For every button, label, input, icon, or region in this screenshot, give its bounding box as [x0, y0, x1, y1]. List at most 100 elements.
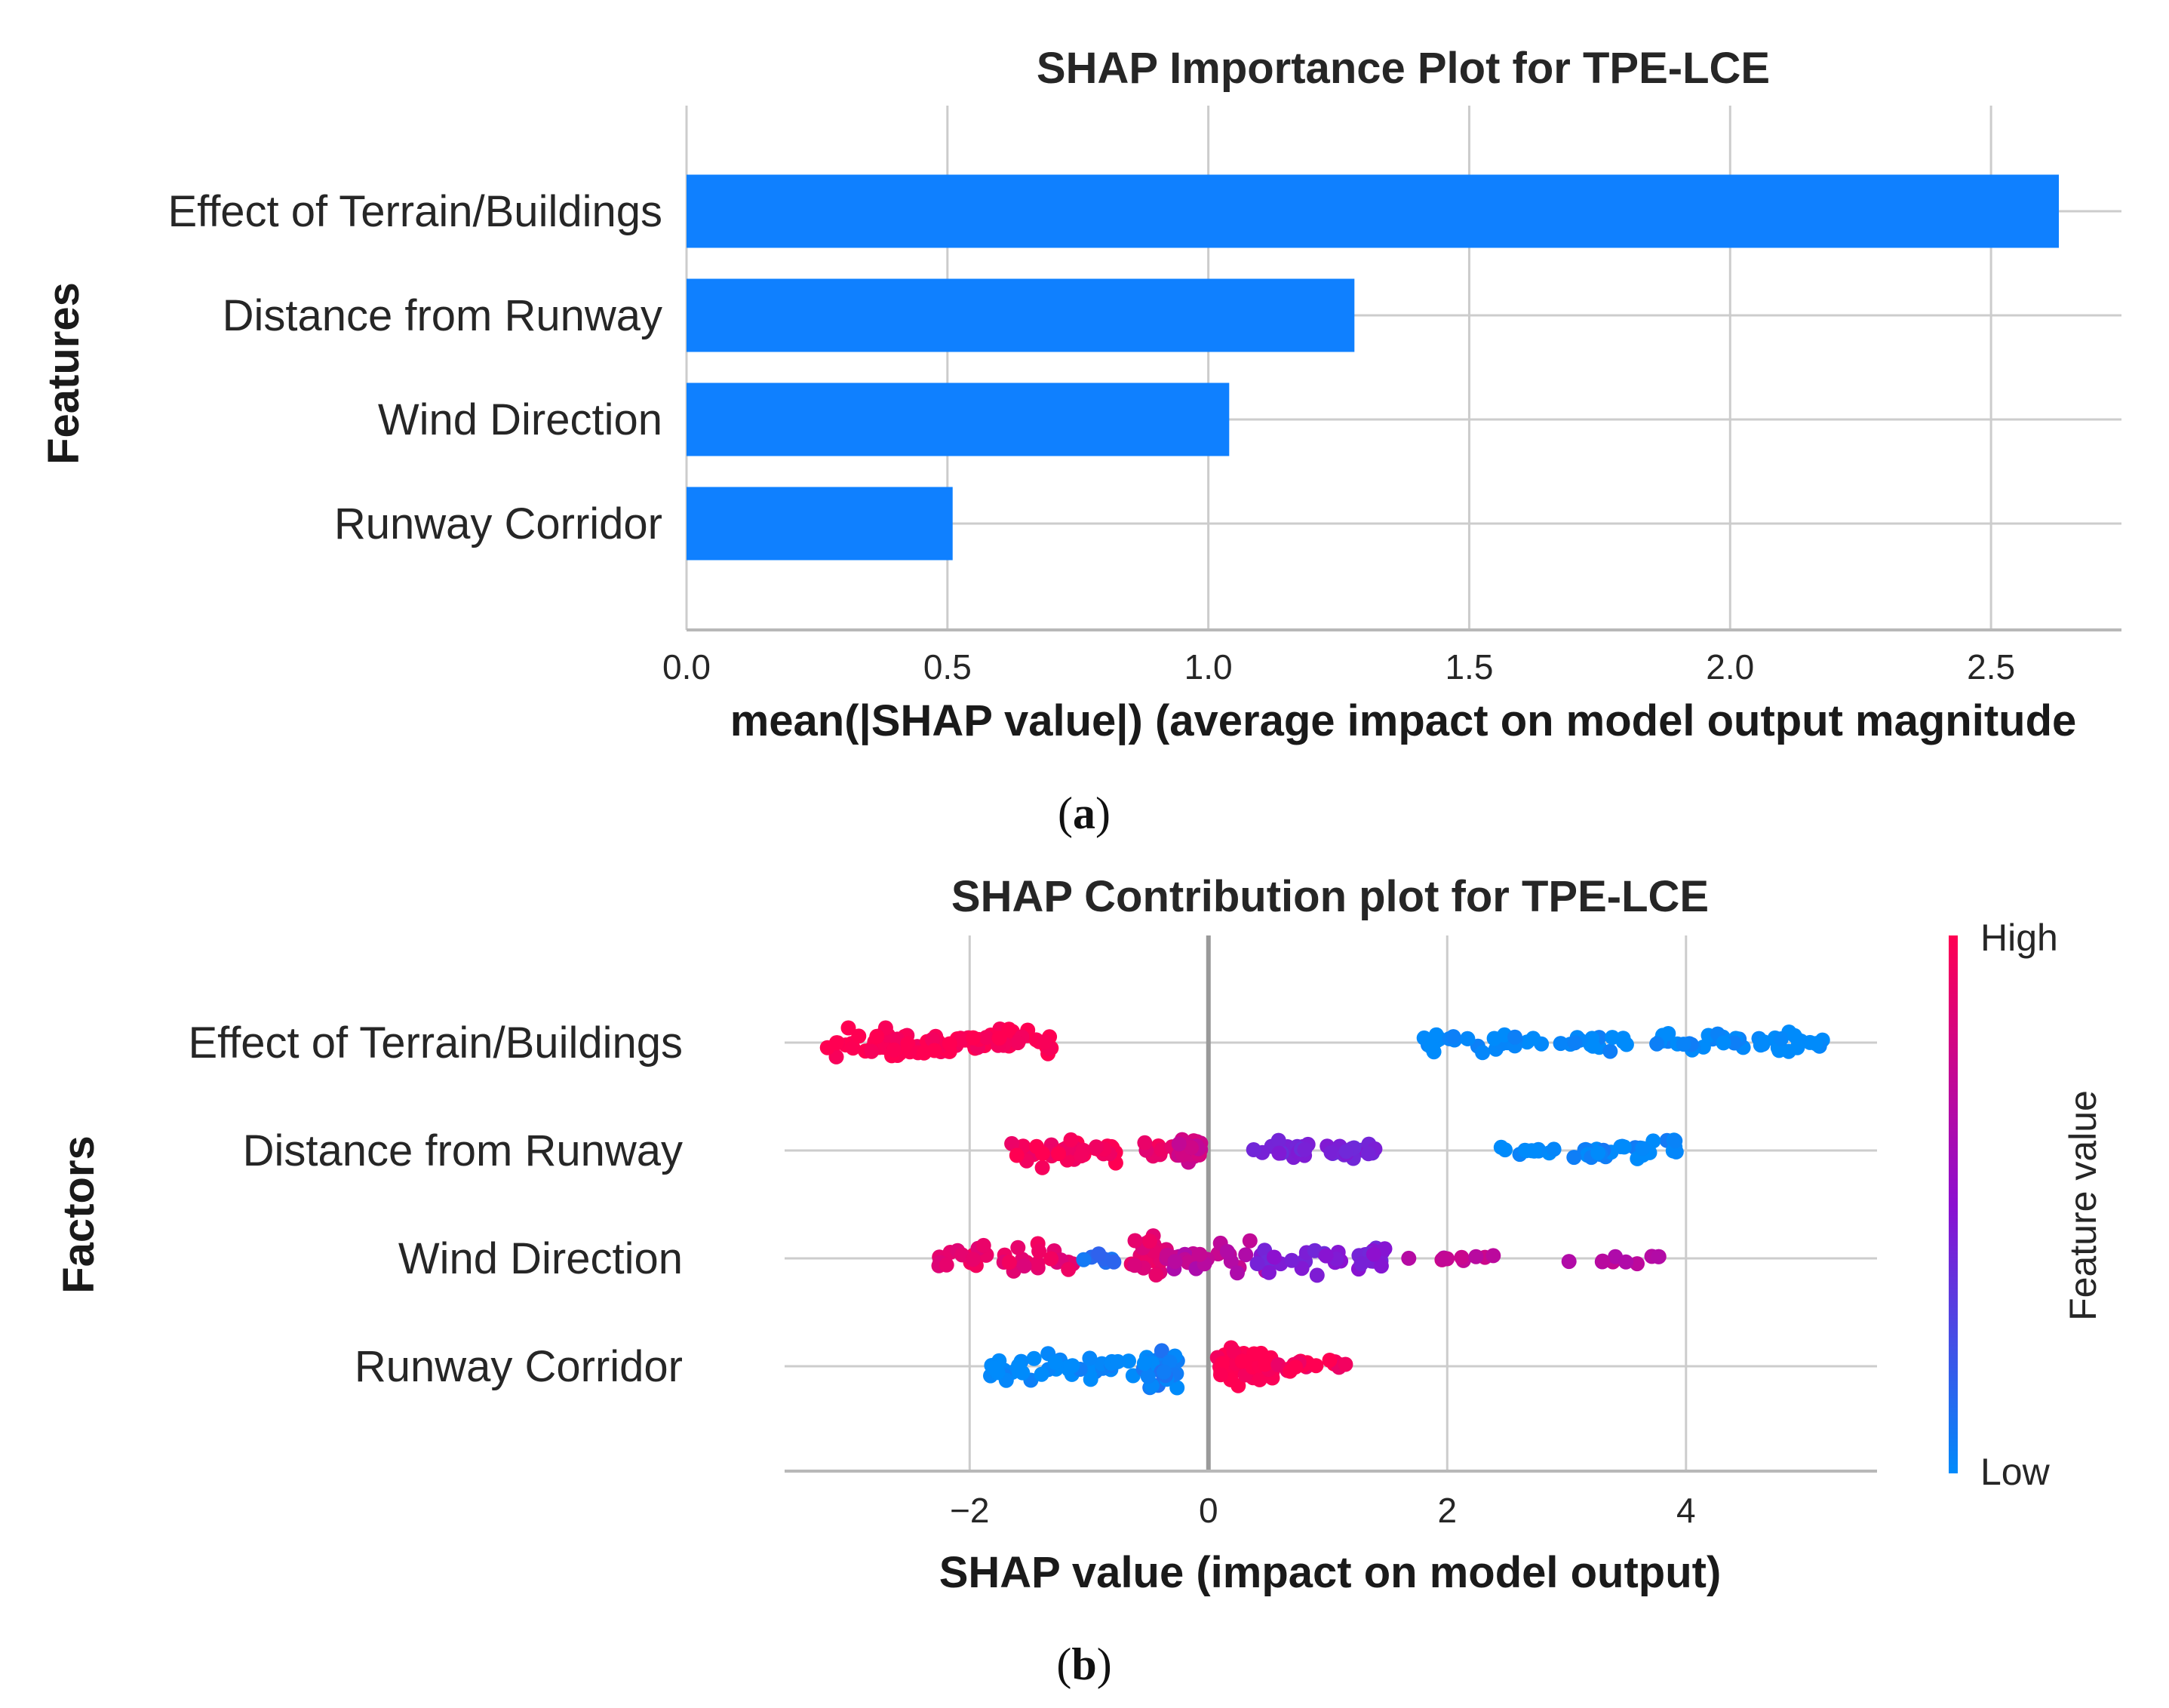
shap-point [1616, 1139, 1632, 1155]
shap-point [1213, 1367, 1228, 1383]
importance-tick-1: 0.5 [923, 647, 972, 687]
importance-category-wind-direction: Wind Direction [378, 395, 662, 444]
contribution-y-axis-label: Factors [54, 1135, 103, 1294]
shap-point [1271, 1145, 1287, 1161]
shap-point [1309, 1267, 1325, 1283]
shap-point [1127, 1233, 1143, 1249]
importance-tick-3: 1.5 [1445, 647, 1493, 687]
importance-tick-0: 0.0 [662, 647, 711, 687]
shap-point [1294, 1261, 1310, 1276]
contribution-chart-title: SHAP Contribution plot for TPE-LCE [951, 872, 1709, 921]
importance-chart-title: SHAP Importance Plot for TPE-LCE [1037, 44, 1770, 93]
shap-point [1424, 1039, 1439, 1055]
shap-point [1043, 1251, 1059, 1267]
shap-point [1257, 1356, 1273, 1372]
shap-point [1373, 1258, 1389, 1274]
shap-point [1051, 1146, 1066, 1162]
shap-point [1219, 1244, 1235, 1259]
shap-point [1270, 1132, 1286, 1148]
shap-point [1001, 1021, 1017, 1037]
shap-point [1015, 1365, 1031, 1381]
contribution-category-wind-direction: Wind Direction [398, 1234, 683, 1283]
shap-point [1148, 1267, 1164, 1283]
shap-point [965, 1252, 981, 1267]
colorbar-title: Feature value [2062, 1090, 2104, 1321]
shap-point [1428, 1027, 1444, 1043]
shap-point [1585, 1038, 1601, 1054]
colorbar: High Low Feature value [1949, 917, 2104, 1493]
shap-point [1215, 1356, 1230, 1372]
shap-point [1249, 1256, 1265, 1271]
contribution-tick-0: −2 [950, 1491, 989, 1530]
contribution-x-ticks: −2 0 2 4 [950, 1491, 1696, 1530]
shap-point [1338, 1356, 1353, 1372]
shap-point [1567, 1035, 1583, 1051]
shap-point [1076, 1252, 1092, 1267]
shap-point [1322, 1353, 1338, 1368]
shap-point [1140, 1369, 1156, 1384]
shap-point [1184, 1140, 1199, 1156]
shap-point [1498, 1142, 1513, 1158]
shap-point [1010, 1240, 1026, 1255]
shap-point [1016, 1258, 1032, 1274]
shap-point [869, 1028, 885, 1044]
shap-point [840, 1020, 856, 1036]
shap-point [1167, 1254, 1183, 1270]
shap-point [1063, 1132, 1079, 1147]
shap-point [1034, 1160, 1050, 1175]
shap-point [886, 1042, 902, 1058]
shap-point [1553, 1036, 1568, 1052]
shap-point [1561, 1254, 1577, 1270]
shap-point [1192, 1246, 1208, 1262]
shap-point [965, 1030, 981, 1046]
shap-point [851, 1028, 867, 1044]
colorbar-low-label: Low [1980, 1451, 2051, 1493]
importance-category-labels: Effect of Terrain/Buildings Distance from… [167, 187, 662, 548]
shap-point [1645, 1133, 1661, 1149]
shap-point [1753, 1037, 1768, 1053]
shap-point [1110, 1353, 1126, 1369]
shap-point [1230, 1265, 1245, 1281]
shap-point [1082, 1350, 1098, 1366]
shap-point [1127, 1258, 1142, 1273]
shap-point [1061, 1261, 1077, 1277]
shap-point [1083, 1372, 1098, 1387]
shap-point [1566, 1150, 1582, 1166]
contribution-category-runway-corridor: Runway Corridor [355, 1342, 683, 1391]
shap-point [1074, 1148, 1089, 1164]
shap-point [1676, 1037, 1691, 1052]
panel-letter-a: a [1073, 788, 1095, 838]
shap-point [1649, 1036, 1665, 1052]
shap-point [1009, 1147, 1025, 1163]
shap-point [1360, 1146, 1376, 1162]
shap-point [1661, 1026, 1676, 1041]
bar-distance-from-runway [687, 278, 1355, 352]
shap-point [1366, 1246, 1381, 1262]
shap-point [1716, 1035, 1731, 1051]
bar-effect-of-terrain-buildings [687, 174, 2060, 248]
shap-point [1238, 1247, 1254, 1263]
bar-wind-direction [687, 382, 1230, 456]
shap-point [1171, 1136, 1187, 1152]
shap-point [1485, 1248, 1501, 1264]
contribution-tick-3: 4 [1676, 1491, 1696, 1530]
panel-letter-b: b [1071, 1639, 1096, 1689]
importance-chart: SHAP Importance Plot for TPE-LCE Effect … [39, 44, 2121, 838]
contribution-gridlines [785, 935, 1877, 1471]
shap-point [1137, 1135, 1153, 1150]
importance-y-axis-label: Features [39, 282, 88, 465]
shap-point [1401, 1250, 1417, 1266]
colorbar-gradient [1949, 935, 1958, 1473]
shap-point [1308, 1358, 1324, 1374]
importance-tick-5: 2.5 [1967, 647, 2015, 687]
importance-bars [687, 174, 2060, 561]
contribution-chart: SHAP Contribution plot for TPE-LCE Effec… [54, 872, 2104, 1689]
shap-point [987, 1360, 1002, 1376]
contribution-category-distance-from-runway: Distance from Runway [243, 1126, 683, 1175]
shap-point [1047, 1355, 1063, 1370]
shap-point [1526, 1143, 1542, 1159]
shap-point [864, 1043, 880, 1059]
shap-point [1605, 1030, 1621, 1046]
importance-x-axis-label: mean(|SHAP value|) (average impact on mo… [730, 696, 2077, 745]
